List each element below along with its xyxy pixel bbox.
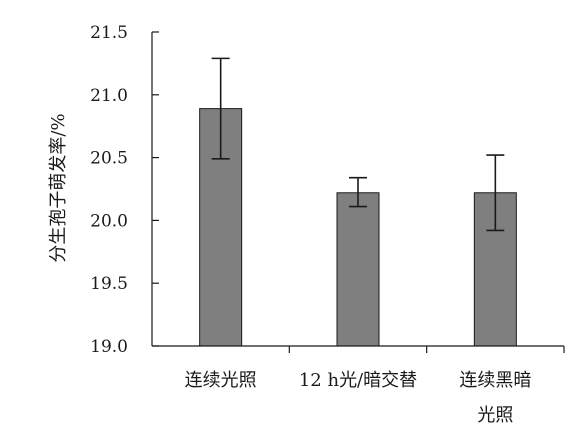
error-bar: [349, 176, 367, 208]
category-label: 连续光照: [185, 370, 257, 391]
y-axis-ticks: 19.0 19.5 20.0 20.5 21.0 21.5: [90, 23, 159, 357]
y-tick-label: 20.0: [90, 211, 128, 231]
y-axis-label: 分生孢子萌发率/%: [48, 113, 69, 262]
bar: [336, 192, 380, 347]
category-label-line2: 光照: [477, 405, 513, 426]
error-bars: [211, 57, 505, 232]
y-tick-label: 21.0: [90, 86, 128, 106]
y-tick-label: 19.0: [90, 337, 128, 357]
y-tick-label: 21.5: [90, 23, 128, 43]
y-tick-label: 19.5: [90, 274, 128, 294]
error-bar: [486, 154, 505, 232]
y-tick-label: 20.5: [90, 149, 128, 169]
category-label: 12 h光/暗交替: [299, 370, 417, 391]
category-label: 连续黑暗: [459, 370, 531, 391]
error-bar: [211, 57, 230, 160]
bars: [199, 108, 517, 347]
